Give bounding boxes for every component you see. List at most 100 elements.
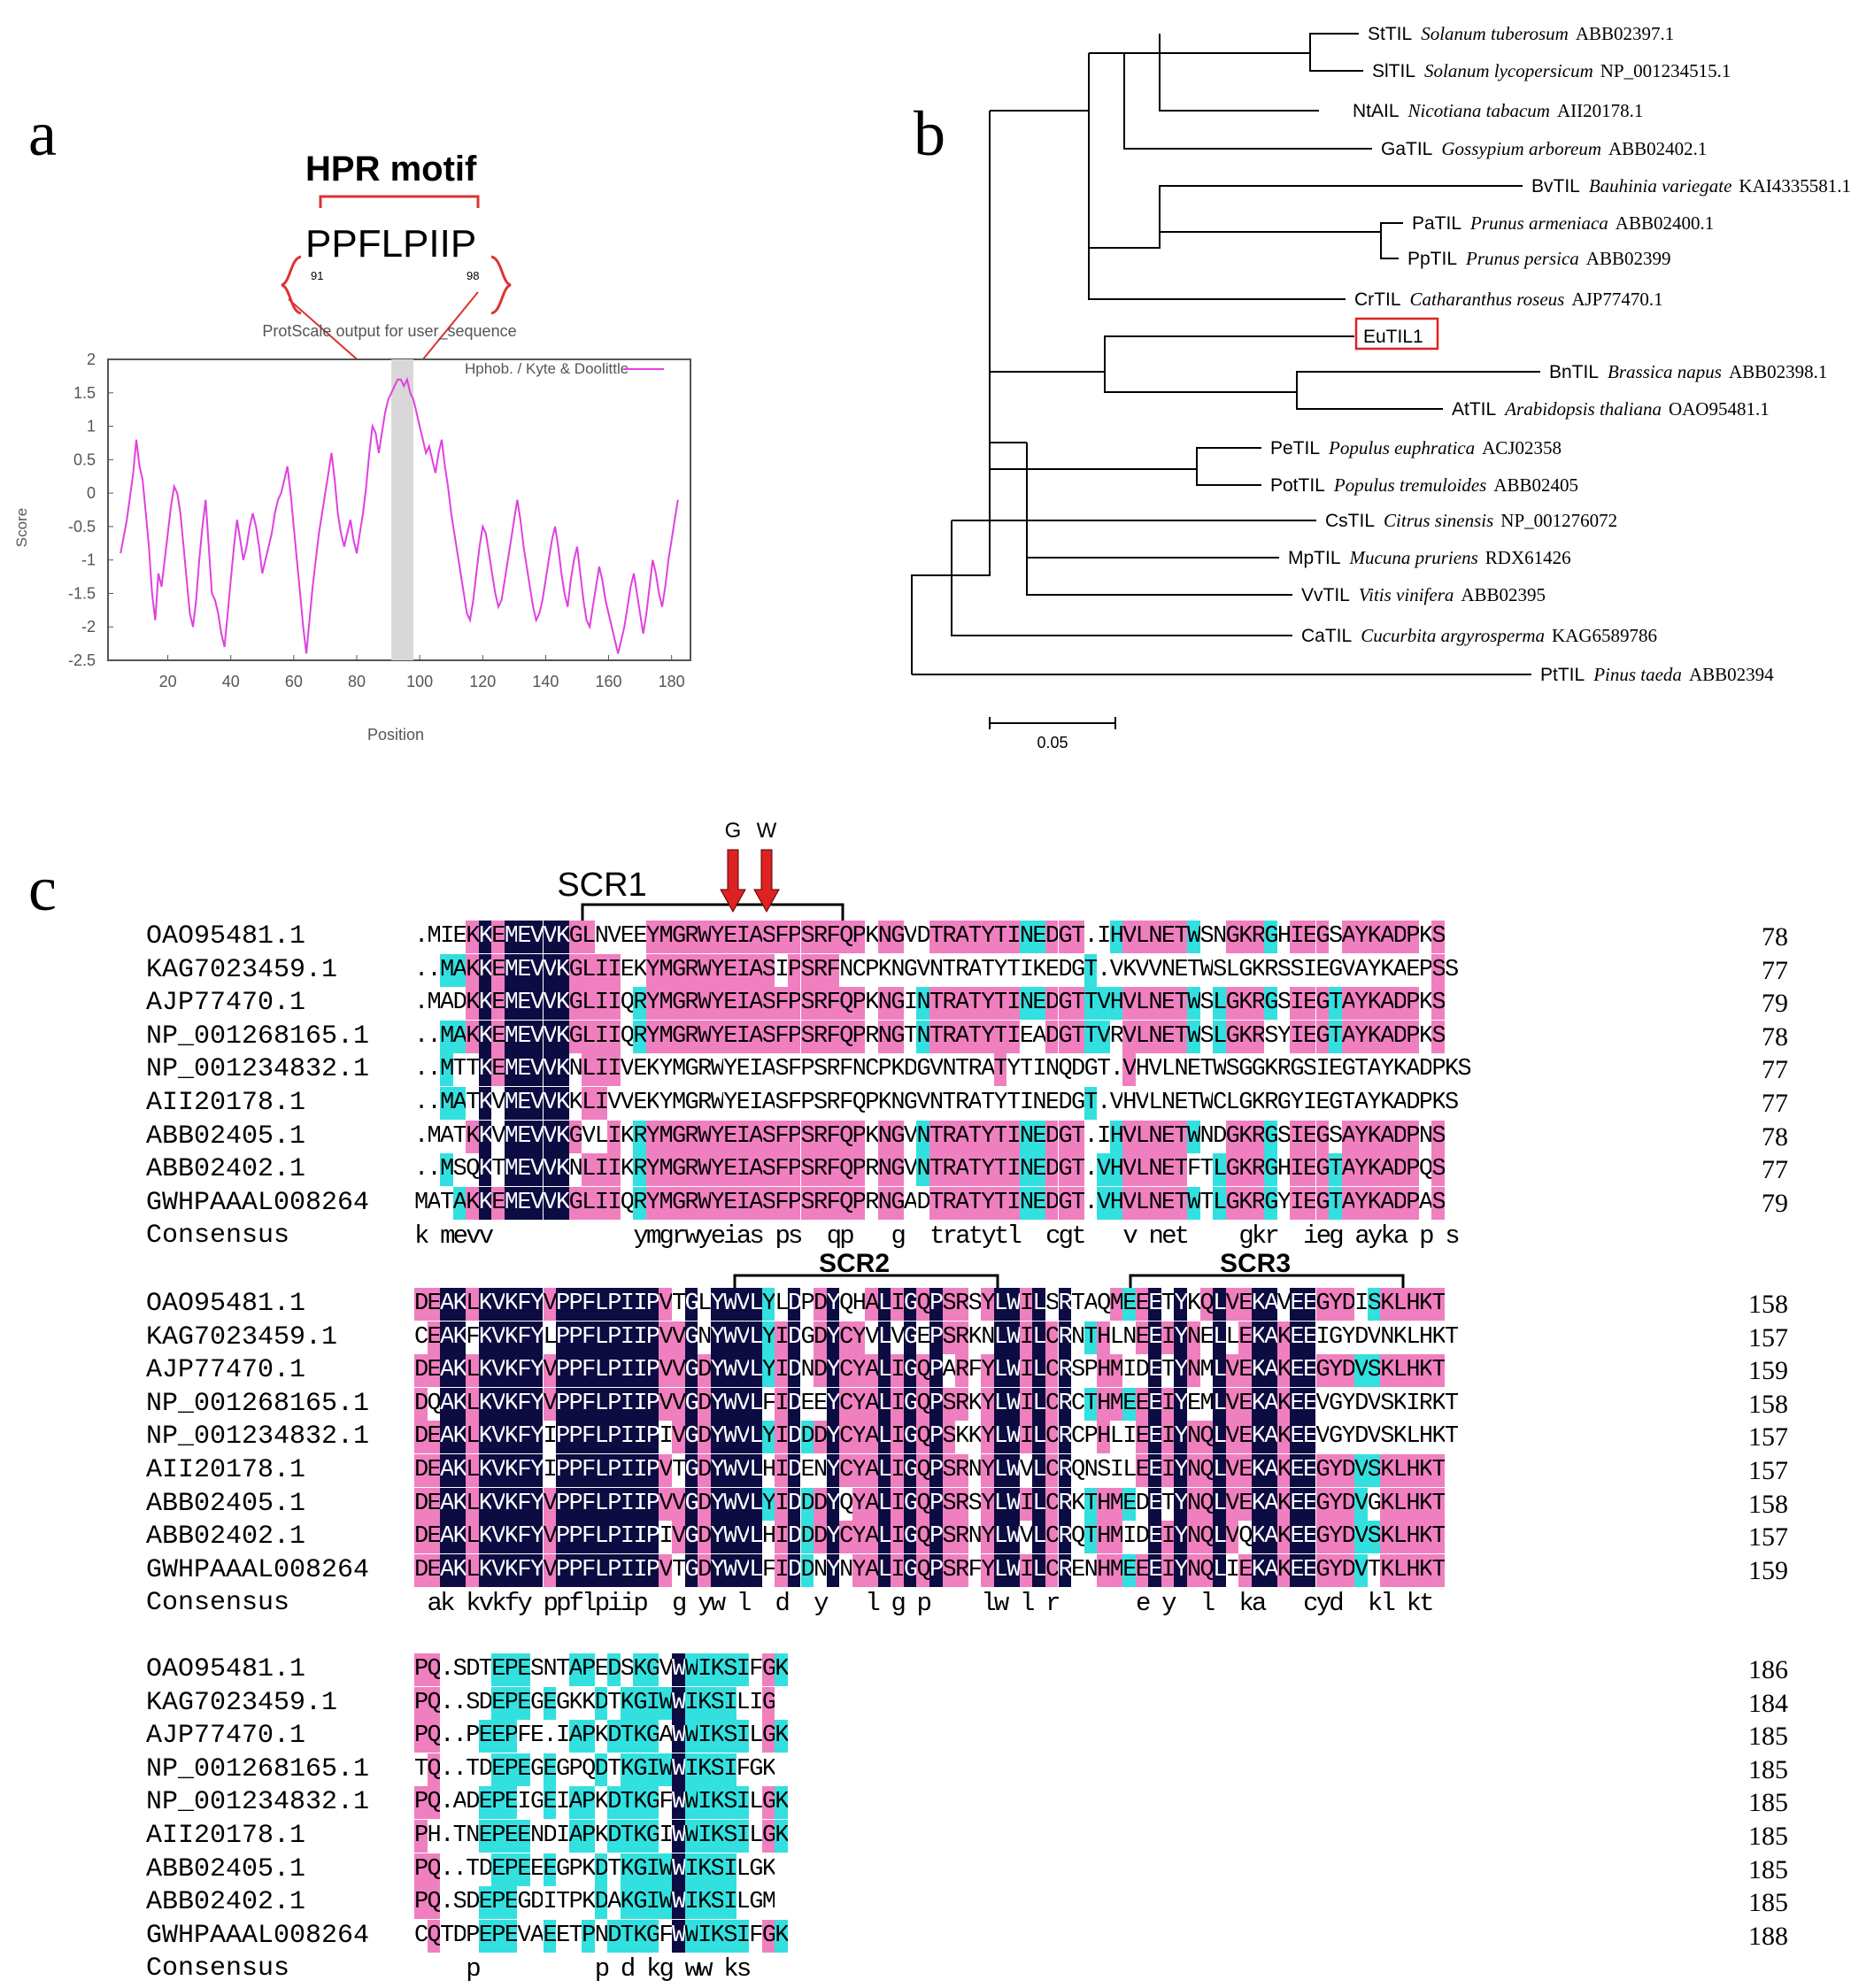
residue: E [1161, 987, 1175, 1021]
residue: Y [1329, 1521, 1342, 1554]
residue: C [414, 1323, 428, 1351]
residue: K [633, 1653, 646, 1686]
residue: H [1097, 1354, 1110, 1388]
residue: H [1097, 1487, 1110, 1521]
residue: H [761, 1457, 775, 1483]
residue: I [1006, 1120, 1020, 1153]
residue: T [491, 1156, 505, 1183]
residue: K [1418, 1487, 1432, 1521]
residue: D [414, 1421, 428, 1454]
residue: V [1122, 1120, 1136, 1153]
residue: R [1058, 1553, 1071, 1587]
residue: E [543, 1753, 556, 1786]
residue: Y [852, 1553, 866, 1587]
residue: L [749, 1454, 762, 1487]
residue: I [1019, 1387, 1033, 1421]
residue: V [1225, 1454, 1239, 1487]
residue: . [414, 954, 428, 987]
scale-label: 0.05 [1037, 734, 1068, 751]
residue: T [942, 956, 956, 983]
hydrophobicity-panel: HPR motif PPFLPIIP 91 98 ProtScale outpu… [13, 150, 691, 744]
residue: N [1187, 1487, 1200, 1521]
residue: D [414, 1553, 428, 1587]
residue: R [955, 1090, 968, 1116]
residue: I [775, 1321, 788, 1354]
residue: N [839, 1556, 852, 1583]
residue: A [981, 1056, 994, 1083]
residue: K [1380, 1454, 1393, 1487]
residue: L [993, 1354, 1007, 1388]
residue: K [633, 1919, 646, 1953]
residue: M [659, 1186, 672, 1220]
residue: I [607, 987, 621, 1021]
residue: I [698, 1820, 711, 1853]
residue: E [1032, 921, 1045, 953]
residue: K [645, 1056, 659, 1083]
residue: P [929, 1387, 943, 1421]
residue: T [466, 1056, 479, 1083]
residue: T [620, 1919, 634, 1953]
residue: I [620, 1288, 634, 1321]
residue-count: 158 [1748, 1489, 1788, 1519]
residue: P [645, 1454, 659, 1487]
residue: R [684, 921, 698, 953]
residue: E [1238, 1354, 1252, 1388]
residue: P [582, 1720, 595, 1753]
residue: K [478, 1020, 492, 1053]
residue: I [607, 953, 621, 987]
residue: C [1045, 1487, 1059, 1521]
residue: E [1045, 956, 1059, 983]
residue: E [427, 1487, 441, 1521]
residue: S [452, 1656, 467, 1683]
residue: A [607, 1889, 621, 1916]
residue: D [814, 1288, 827, 1321]
sequence-id: NP_001234832.1 [146, 1422, 370, 1452]
y-tick-label: 1.5 [73, 384, 96, 402]
residue: D [1135, 1490, 1149, 1517]
residue: G [1058, 1153, 1071, 1187]
residue: N [891, 1090, 904, 1116]
residue: C [1071, 1390, 1084, 1417]
residue: K [1251, 1387, 1265, 1421]
residue: G [672, 987, 685, 1021]
residue: E [1302, 1387, 1316, 1421]
alignment-row: KAG7023459.1..MAKKEMEVVKGLIIEKYMGRWYEIAS… [0, 953, 1874, 987]
residue: W [1006, 1421, 1020, 1454]
residue: S [620, 1656, 634, 1683]
residue: I [659, 1822, 672, 1849]
residue: W [672, 1653, 685, 1686]
residue: G [672, 1186, 685, 1220]
taxon-label: CaTIL Cucurbita argyrosperma KAG6589786 [1301, 625, 1657, 646]
residue: T [607, 1755, 621, 1783]
residue: A [749, 953, 762, 987]
residue: E [1238, 1553, 1252, 1587]
residue: N [1148, 1153, 1161, 1187]
residue: S [942, 1288, 956, 1321]
residue-count: 77 [1762, 1055, 1788, 1085]
residue: I [1225, 1556, 1239, 1583]
residue: C [1045, 1521, 1059, 1554]
residue: S [800, 1186, 814, 1220]
residue: D [800, 1553, 814, 1587]
residue: S [1431, 1120, 1445, 1153]
residue: L [993, 1454, 1007, 1487]
residue: A [1418, 1189, 1432, 1216]
residue: N [1187, 1354, 1200, 1388]
arrow-w-icon [753, 849, 780, 913]
taxon-label: PtTIL Pinus taeda ABB02394 [1540, 664, 1774, 685]
residue: P [929, 1354, 943, 1388]
residue: K [891, 1056, 904, 1083]
residue: T [1431, 1288, 1445, 1321]
residue: A [1380, 1020, 1393, 1053]
residue: D [1341, 1288, 1355, 1321]
alignment-row: GWHPAAAL008264 M A T A K K E M E V V K G L I I Q R Y M G R W Y E I… [0, 1186, 1874, 1220]
residue: S [1199, 923, 1214, 950]
residue: Y [981, 1186, 994, 1220]
residue: F [466, 1323, 479, 1351]
residue: S [761, 921, 775, 953]
residue: K [452, 1454, 467, 1487]
residue: Y [529, 1288, 544, 1321]
residue: P [504, 1853, 518, 1886]
residue: P [1406, 987, 1419, 1021]
residue: H [1109, 1153, 1123, 1187]
